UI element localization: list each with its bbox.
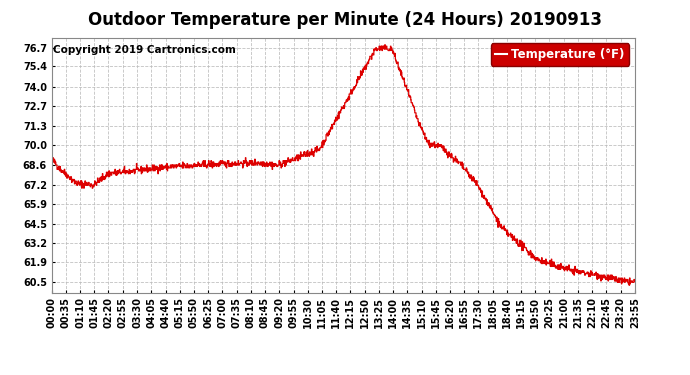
Legend: Temperature (°F): Temperature (°F) [491,44,629,66]
Text: Outdoor Temperature per Minute (24 Hours) 20190913: Outdoor Temperature per Minute (24 Hours… [88,11,602,29]
Text: Copyright 2019 Cartronics.com: Copyright 2019 Cartronics.com [53,45,236,55]
